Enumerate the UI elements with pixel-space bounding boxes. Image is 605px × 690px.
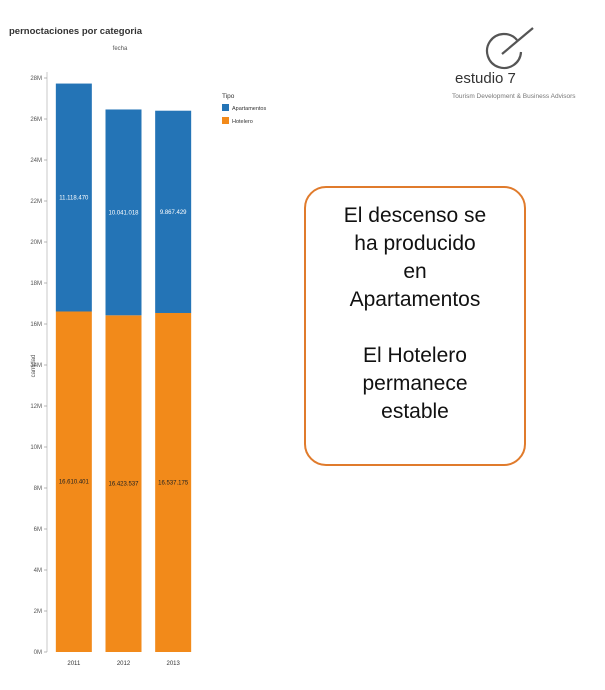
logo-name: estudio 7 [455, 70, 516, 87]
bar-segment-apartamentos [55, 83, 92, 312]
x-tick-label: 2012 [117, 661, 131, 667]
chart-title: pernoctaciones por categoria [9, 26, 143, 37]
y-tick-label: 28M [30, 76, 42, 82]
data-label: 16.423.537 [108, 482, 139, 488]
callout-line: El descenso se [343, 204, 487, 227]
callout-line: ha producido [354, 232, 476, 255]
bar-segment-hotelero [155, 312, 192, 652]
data-label: 9.867.429 [160, 210, 187, 216]
y-tick-label: 14M [30, 363, 42, 369]
bar-segment-apartamentos [155, 110, 192, 313]
legend-swatch [222, 104, 229, 111]
legend-item-label: Apartamentos [232, 106, 266, 112]
callout-box: El descenso se ha producido en Apartamen… [304, 186, 526, 466]
y-tick-label: 0M [34, 650, 42, 656]
bar-segment-apartamentos [105, 109, 142, 316]
callout-paragraph-2: El Hotelero permanece estable [306, 342, 524, 426]
plot-area: 0M 2M 4M 6M 8M 10M 12M 14M 16M 18M 20M 22M 24M 26M 28M… [30, 72, 192, 667]
estudio7-logo-icon [485, 27, 534, 70]
bar-segment-hotelero [55, 311, 92, 652]
callout-line: permanece [362, 372, 468, 395]
y-tick-label: 22M [30, 199, 42, 205]
legend-swatch [222, 117, 229, 124]
y-tick-label: 16M [30, 322, 42, 328]
bar-segment-hotelero [105, 315, 142, 652]
y-tick-label: 26M [30, 117, 42, 123]
callout-line: en [403, 260, 427, 283]
y-tick-label: 18M [30, 281, 42, 287]
legend: Tipo Apartamentos Hotelero [222, 93, 266, 125]
logo-tagline: Tourism Development & Business Advisors [452, 93, 576, 100]
x-tick-label: 2013 [166, 661, 180, 667]
y-tick-label: 20M [30, 240, 42, 246]
y-axis-label: cantidad [31, 355, 37, 378]
callout-line: Apartamentos [349, 288, 481, 311]
y-tick-label: 12M [30, 404, 42, 410]
data-label: 11.118.470 [59, 196, 89, 202]
y-tick-label: 8M [34, 486, 42, 492]
data-label: 10.041.018 [108, 210, 139, 216]
y-tick-label: 4M [34, 568, 42, 574]
x-tick-label: 2011 [67, 661, 81, 667]
y-tick-label: 10M [30, 445, 42, 451]
stacked-bar-chart: pernoctaciones por categoria fecha canti… [9, 26, 266, 667]
data-label: 16.610.401 [59, 480, 90, 486]
callout-line: estable [381, 400, 449, 423]
callout-line: El Hotelero [363, 344, 467, 367]
legend-item-label: Hotelero [232, 119, 253, 125]
callout-paragraph-1: El descenso se ha producido en Apartamen… [306, 202, 524, 314]
y-tick-label: 6M [34, 527, 42, 533]
chart-subtitle: fecha [113, 46, 128, 52]
data-label: 16.537.175 [158, 480, 189, 486]
y-tick-label: 24M [30, 158, 42, 164]
y-tick-label: 2M [34, 609, 42, 615]
legend-title: Tipo [222, 93, 235, 100]
